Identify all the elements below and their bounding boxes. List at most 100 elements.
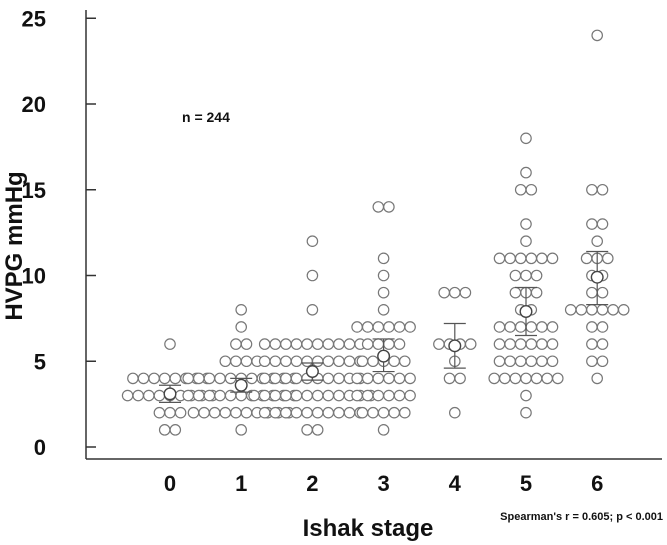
data-point	[493, 355, 506, 368]
data-point	[586, 183, 598, 196]
data-point	[383, 338, 395, 350]
data-point	[546, 252, 559, 265]
data-point	[280, 372, 292, 385]
data-point	[536, 355, 548, 368]
data-point	[617, 303, 630, 316]
data-point	[586, 355, 598, 368]
data-point	[464, 338, 477, 350]
data-point	[153, 389, 166, 402]
error-bars	[159, 250, 609, 404]
data-point	[148, 372, 160, 385]
data-point	[121, 389, 134, 402]
data-point	[301, 389, 313, 402]
data-point	[356, 406, 369, 419]
data-point	[269, 406, 282, 419]
data-point	[169, 424, 182, 436]
data-point	[258, 372, 271, 385]
data-point	[525, 338, 538, 350]
data-point	[514, 355, 527, 368]
data-point	[404, 372, 416, 385]
data-point	[520, 406, 532, 419]
data-point	[530, 286, 543, 299]
data-point	[377, 303, 390, 316]
data-point	[269, 355, 282, 368]
data-point	[311, 424, 324, 436]
group-mean-marker	[590, 270, 604, 284]
data-point	[235, 321, 247, 333]
data-point	[520, 372, 532, 385]
data-point	[127, 372, 139, 385]
data-point	[443, 372, 456, 385]
data-point	[240, 406, 253, 419]
data-point	[509, 286, 522, 299]
y-tick-label: 0	[34, 435, 46, 460]
sample-size-annotation: n = 244	[182, 109, 230, 125]
data-point	[219, 406, 232, 419]
data-point	[530, 372, 543, 385]
data-point	[536, 252, 548, 265]
data-point	[601, 252, 614, 265]
data-point	[235, 303, 247, 316]
y-tick-label: 20	[22, 92, 46, 117]
data-point	[230, 355, 242, 368]
data-point	[367, 406, 379, 419]
data-point	[398, 406, 411, 419]
data-point	[504, 338, 516, 350]
data-point	[306, 303, 319, 316]
y-ticks: 0 5 10 15 20 25	[22, 6, 96, 460]
data-point	[333, 406, 345, 419]
data-point	[514, 183, 527, 196]
data-point	[182, 389, 194, 402]
y-axis-title: HVPG mmHg	[1, 171, 28, 320]
data-point	[536, 321, 548, 333]
data-point	[311, 406, 324, 419]
axes	[85, 10, 662, 460]
data-point	[240, 338, 253, 350]
data-point	[306, 235, 319, 247]
data-point	[269, 338, 282, 350]
data-point	[514, 321, 527, 333]
data-point	[454, 372, 466, 385]
data-point	[514, 338, 527, 350]
data-point	[596, 183, 609, 196]
data-point	[311, 355, 324, 368]
data-point	[143, 389, 155, 402]
data-point	[258, 406, 271, 419]
data-point	[137, 372, 150, 385]
data-point	[164, 338, 176, 350]
data-point	[230, 338, 242, 350]
data-point	[290, 338, 303, 350]
data-point	[404, 389, 416, 402]
y-tick-label: 5	[34, 349, 46, 374]
data-point	[448, 286, 461, 299]
data-point	[280, 389, 292, 402]
data-point	[280, 406, 292, 419]
data-point	[322, 355, 335, 368]
data-point	[393, 389, 406, 402]
data-point	[214, 372, 226, 385]
data-point	[551, 372, 564, 385]
x-tick-label: 6	[591, 471, 603, 496]
data-point	[586, 321, 598, 333]
data-point	[388, 355, 400, 368]
data-point	[525, 321, 538, 333]
data-point	[333, 372, 345, 385]
data-point	[493, 321, 506, 333]
data-point	[311, 389, 324, 402]
data-point	[290, 389, 303, 402]
data-point	[311, 338, 324, 350]
data-point	[372, 321, 385, 333]
data-point	[493, 338, 506, 350]
data-point	[306, 269, 319, 282]
data-point	[525, 355, 538, 368]
data-point	[383, 389, 395, 402]
data-point	[520, 235, 532, 247]
data-point	[290, 372, 303, 385]
data-point	[596, 303, 609, 316]
data-point	[203, 372, 216, 385]
data-point	[393, 321, 406, 333]
x-tick-label: 1	[235, 471, 247, 496]
data-point	[383, 201, 395, 213]
data-point	[269, 389, 282, 402]
